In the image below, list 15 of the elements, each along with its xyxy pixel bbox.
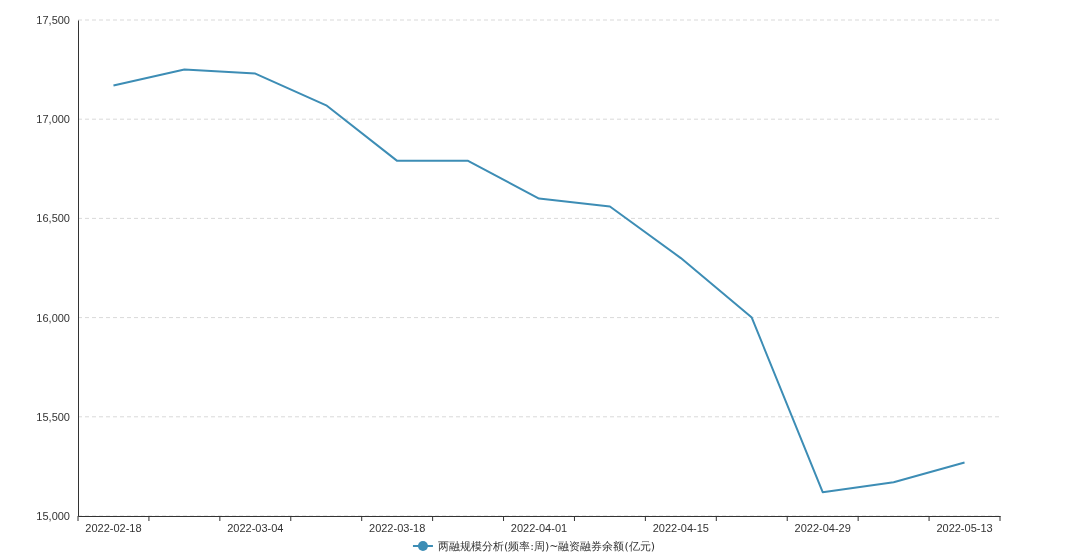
x-tick-label: 2022-04-15 xyxy=(652,521,709,534)
x-tick-label: 2022-03-04 xyxy=(227,521,284,534)
y-tick-label: 16,000 xyxy=(36,311,70,324)
y-tick-label: 16,500 xyxy=(36,212,70,225)
legend-label: 两融规模分析(频率:周)~融资融券余额(亿元) xyxy=(437,539,656,553)
line-series xyxy=(112,68,966,494)
y-tick-label: 15,000 xyxy=(36,510,70,523)
x-tick-label: 2022-02-18 xyxy=(85,521,142,534)
y-tick-label: 15,500 xyxy=(36,410,70,423)
x-tick-label: 2022-04-01 xyxy=(510,521,568,534)
x-tick-label: 2022-04-29 xyxy=(794,521,851,534)
x-tick-label: 2022-03-18 xyxy=(369,521,426,534)
y-tick-label: 17,000 xyxy=(36,113,70,126)
x-tick-label: 2022-05-13 xyxy=(936,521,993,534)
y-tick-label: 17,500 xyxy=(36,14,70,27)
